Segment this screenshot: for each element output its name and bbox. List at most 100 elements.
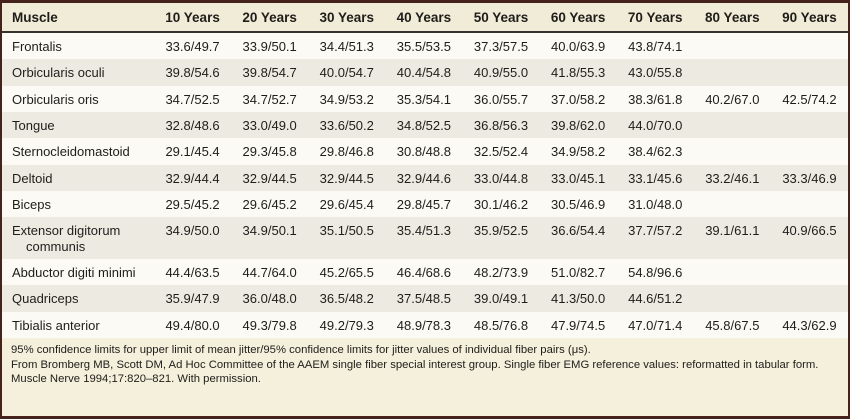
value-cell: 34.9/50.0	[165, 223, 220, 239]
value-cell	[694, 112, 771, 138]
value-cell: 43.8/74.1	[628, 39, 683, 54]
value-cell: 37.7/57.2	[628, 223, 683, 239]
value-cell: 49.4/80.0	[165, 317, 220, 333]
value-cell: 40.2/67.0	[705, 91, 760, 107]
muscle-cell: Tibialis anterior	[12, 317, 100, 333]
value-cell: 29.3/45.8	[242, 144, 297, 160]
column-header: 70 Years	[616, 3, 694, 33]
column-header-muscle: Muscle	[2, 3, 154, 33]
value-cell: 34.9/58.2	[550, 144, 606, 160]
value-cell: 38.3/61.8	[628, 91, 683, 107]
value-cell: 29.1/45.4	[165, 144, 220, 160]
value-cell: 33.9/50.1	[242, 39, 297, 54]
value-cell: 29.8/46.8	[319, 144, 374, 160]
value-cell: 43.0/55.8	[628, 65, 683, 81]
value-cell: 42.5/74.2	[782, 91, 837, 107]
muscle-cell: Orbicularis oculi	[12, 65, 105, 81]
column-header: 30 Years	[308, 3, 386, 33]
muscle-cell: Quadriceps	[12, 291, 79, 307]
value-cell: 33.0/49.0	[242, 117, 297, 133]
muscle-cell: Frontalis	[12, 39, 62, 54]
value-cell: 45.2/65.5	[319, 264, 374, 280]
value-cell: 49.3/79.8	[242, 317, 297, 333]
value-cell: 34.8/52.5	[396, 117, 451, 133]
table-row: Deltoid 32.9/44.4 32.9/44.5 32.9/44.5 32.9/4…	[2, 164, 848, 191]
column-header: 90 Years	[770, 3, 848, 33]
value-cell: 33.0/44.8	[473, 170, 529, 186]
value-cell: 40.0/63.9	[550, 39, 606, 54]
value-cell: 37.5/48.5	[396, 291, 451, 307]
value-cell: 33.1/45.6	[628, 170, 683, 186]
value-cell: 47.9/74.5	[550, 317, 606, 333]
value-cell	[694, 32, 771, 59]
value-cell: 39.8/62.0	[550, 117, 606, 133]
value-cell: 29.6/45.4	[319, 196, 374, 212]
value-cell: 34.9/50.1	[242, 223, 297, 239]
footnote-definition: 95% confidence limits for upper limit of…	[11, 343, 591, 356]
value-cell: 41.8/55.3	[550, 65, 606, 81]
column-header: 60 Years	[539, 3, 617, 33]
value-cell: 30.1/46.2	[473, 196, 529, 212]
value-cell: 44.7/64.0	[242, 264, 297, 280]
value-cell: 54.8/96.6	[628, 264, 683, 280]
value-cell	[771, 112, 848, 138]
value-cell: 36.0/55.7	[473, 91, 529, 107]
value-cell: 44.0/70.0	[628, 117, 683, 133]
value-cell: 35.5/53.5	[396, 39, 451, 54]
value-cell: 36.0/48.0	[242, 291, 297, 307]
column-header: 40 Years	[385, 3, 463, 33]
muscle-cell: Deltoid	[12, 170, 53, 186]
muscle-cell: Biceps	[12, 196, 52, 212]
table-row: Biceps 29.5/45.2 29.6/45.2 29.6/45.4 29.8/45…	[2, 190, 848, 218]
column-header: 50 Years	[462, 3, 540, 33]
value-cell: 48.2/73.9	[473, 264, 529, 280]
value-cell: 39.1/61.1	[705, 223, 760, 239]
value-cell: 39.8/54.7	[242, 65, 297, 81]
value-cell: 37.0/58.2	[550, 91, 606, 107]
value-cell: 51.0/82.7	[550, 264, 606, 280]
value-cell: 40.4/54.8	[396, 65, 451, 81]
value-cell: 29.6/45.2	[242, 196, 297, 212]
value-cell: 40.9/55.0	[473, 65, 529, 81]
value-cell: 32.5/52.4	[473, 144, 529, 160]
value-cell	[771, 191, 848, 217]
value-cell: 36.5/48.2	[319, 291, 374, 307]
reference-table: Muscle 10 Years 20 Years 30 Years 40 Years 50…	[2, 3, 848, 338]
value-cell: 39.8/54.6	[165, 65, 220, 81]
value-cell: 32.9/44.5	[319, 170, 374, 186]
value-cell: 32.8/48.6	[165, 117, 220, 133]
value-cell: 30.5/46.9	[550, 196, 606, 212]
value-cell: 34.4/51.3	[319, 39, 374, 54]
muscle-cell: Extensor digitorum communis	[12, 223, 121, 254]
value-cell: 31.0/48.0	[628, 196, 683, 212]
value-cell: 46.4/68.6	[396, 264, 451, 280]
table-row: Orbicularis oculi 39.8/54.6 39.8/54.7 40.0/…	[2, 59, 848, 86]
value-cell: 34.9/53.2	[319, 91, 374, 107]
value-cell: 37.3/57.5	[473, 39, 529, 54]
value-cell: 29.8/45.7	[396, 196, 451, 212]
value-cell: 32.9/44.4	[165, 170, 220, 186]
table-row: Orbicularis oris 34.7/52.5 34.7/52.7 34.9/5…	[2, 85, 848, 112]
value-cell	[771, 59, 848, 85]
table-row: Frontalis 33.6/49.7 33.9/50.1 34.4/51.3 35.5…	[2, 32, 848, 60]
value-cell: 49.2/79.3	[319, 317, 374, 333]
value-cell	[694, 59, 771, 85]
value-cell: 44.6/51.2	[628, 291, 683, 307]
value-cell: 35.1/50.5	[319, 223, 374, 239]
column-header: 80 Years	[693, 3, 771, 33]
value-cell: 34.7/52.5	[165, 91, 220, 107]
value-cell: 45.8/67.5	[705, 317, 760, 333]
value-cell: 35.9/47.9	[165, 291, 220, 307]
table-row: Quadriceps 35.9/47.9 36.0/48.0 36.5/48.2 37.…	[2, 285, 848, 312]
column-header: 10 Years	[154, 3, 232, 33]
value-cell: 33.0/45.1	[550, 170, 606, 186]
value-cell	[694, 191, 771, 217]
value-cell: 32.9/44.6	[396, 170, 451, 186]
value-cell	[771, 285, 848, 311]
table-row: Tongue 32.8/48.6 33.0/49.0 33.6/50.2 34.8/52…	[2, 111, 848, 139]
value-cell: 33.6/49.7	[165, 39, 220, 54]
value-cell: 35.4/51.3	[396, 223, 451, 239]
table-header-row: Muscle 10 Years 20 Years 30 Years 40 Years 50…	[2, 3, 848, 33]
footnote-citation: From Bromberg MB, Scott DM, Ad Hoc Commi…	[11, 358, 819, 385]
value-cell	[771, 259, 848, 285]
